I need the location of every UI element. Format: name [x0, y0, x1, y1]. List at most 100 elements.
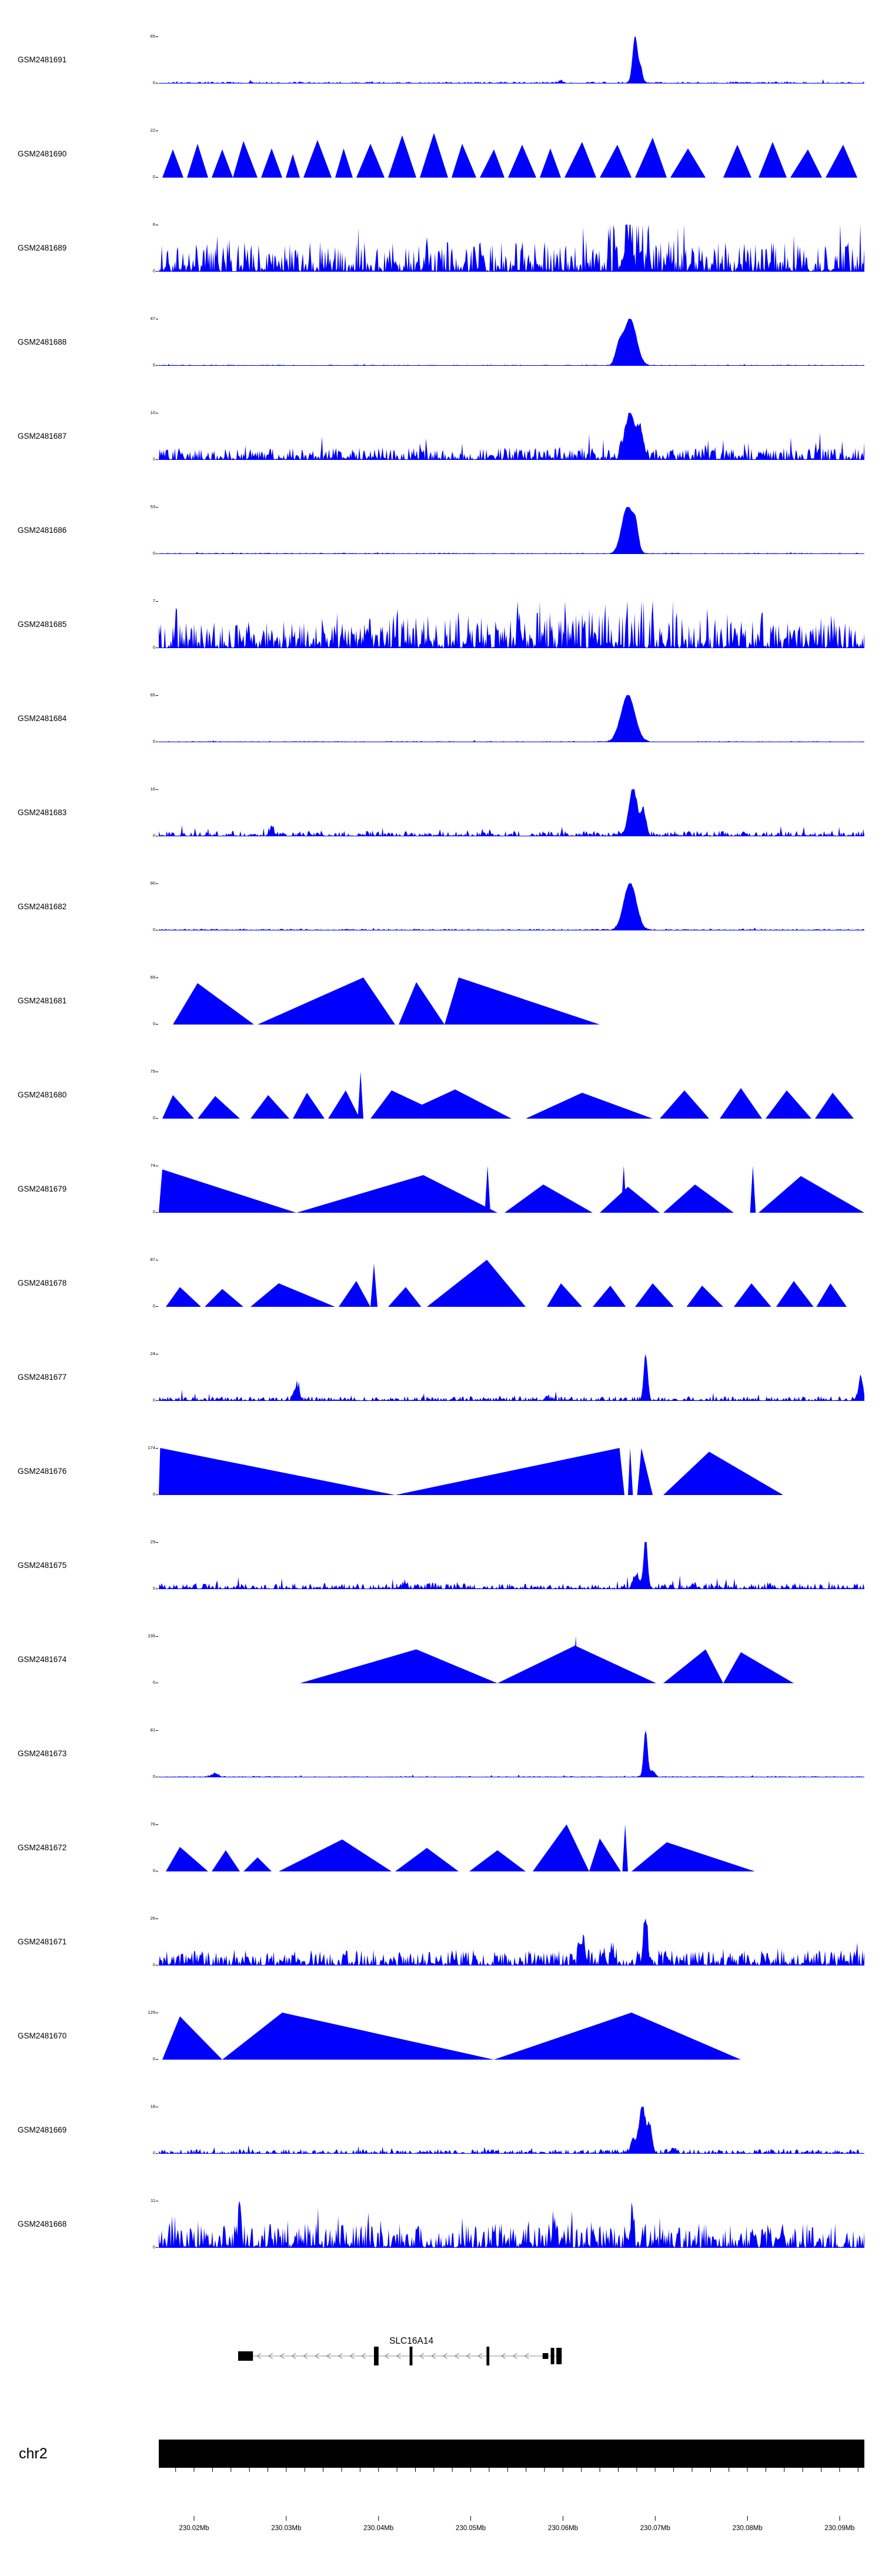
signal-path — [162, 133, 857, 178]
axis-tick-label: 230.06Mb — [548, 2525, 578, 2532]
track-ymax-value: 16 — [136, 787, 158, 792]
strand-arrow-left-icon — [442, 2353, 448, 2360]
gene-model — [238, 2347, 563, 2365]
signal-path — [159, 883, 864, 930]
track-label: GSM2481675 — [18, 1561, 67, 1570]
coordinate-axis: 230.02Mb 230.03Mb 230.04Mb 230.05Mb 230.06Mb… — [179, 2516, 855, 2532]
genome-axis-track: 230.02Mb 230.03Mb 230.04Mb 230.05Mb 230.06Mb… — [0, 2516, 882, 2552]
signal-plot — [159, 2201, 864, 2248]
track-label: GSM2481669 — [18, 2125, 67, 2134]
track-row: GSM2481685 7 0 — [0, 576, 882, 670]
signal-plot — [159, 2107, 864, 2154]
track-plot: 26 0 — [151, 1894, 864, 1988]
signal-path — [159, 225, 864, 272]
signal-plot — [162, 1072, 854, 1119]
track-label: GSM2481680 — [18, 1090, 67, 1099]
track-ymax-value: 6 — [136, 222, 158, 227]
signal-plot — [159, 36, 864, 84]
strand-arrow-left-icon — [454, 2353, 459, 2360]
signal-plot — [159, 1166, 864, 1213]
track-label: GSM2481681 — [18, 996, 67, 1005]
track-label: GSM2481673 — [18, 1749, 67, 1758]
signal-plot — [166, 1824, 755, 1871]
track-row: GSM2481686 53 0 — [0, 482, 882, 576]
track-label: GSM2481683 — [18, 808, 67, 817]
signal-plot — [162, 2013, 741, 2060]
track-ymin-value: 0 — [136, 1116, 158, 1120]
signal-path — [159, 1730, 864, 1777]
signal-plot — [159, 413, 864, 460]
signal-path — [159, 2107, 864, 2154]
track-ymax-value: 18 — [136, 2104, 158, 2109]
chromosome-body — [159, 2440, 864, 2468]
track-plot: 81 0 — [151, 1706, 864, 1800]
strand-arrow-left-icon — [360, 2353, 366, 2360]
track-row: GSM2481669 18 0 — [0, 2082, 882, 2176]
signal-path — [159, 413, 864, 460]
track-ymin-value: 0 — [136, 1210, 158, 1214]
signal-path — [159, 319, 864, 366]
track-ymax-value: 26 — [136, 1916, 158, 1921]
track-ymax-value: 79 — [136, 1069, 158, 1074]
track-label: GSM2481682 — [18, 902, 67, 911]
strand-arrow-left-icon — [349, 2353, 355, 2360]
track-label: GSM2481688 — [18, 338, 67, 346]
track-ymin-value: 0 — [136, 1868, 158, 1873]
track-row: GSM2481673 81 0 — [0, 1706, 882, 1800]
track-row: GSM2481691 65 0 — [0, 12, 882, 106]
track-ymin-value: 0 — [136, 175, 158, 179]
track-ymin-value: 0 — [136, 2151, 158, 2155]
track-ymax-value: 29 — [136, 1540, 158, 1544]
track-plot: 22 0 — [151, 106, 864, 200]
exon — [409, 2347, 413, 2365]
strand-arrow-left-icon — [466, 2353, 471, 2360]
gene-annotation-track: SLC16A14 — [0, 2294, 882, 2394]
track-plot: 18 0 — [151, 2082, 864, 2176]
exon — [238, 2351, 253, 2361]
coverage-tracks: GSM2481691 65 0 GSM2481690 22 0 GSM2481689 6 0 GS… — [0, 12, 882, 2270]
track-ymax-value: 22 — [136, 128, 158, 133]
signal-plot — [173, 977, 600, 1025]
signal-plot — [159, 1918, 864, 1966]
track-plot: 87 0 — [151, 1235, 864, 1329]
track-ymin-value: 0 — [136, 1398, 158, 1403]
strand-arrow-left-icon — [524, 2353, 529, 2360]
track-plot: 79 0 — [151, 1047, 864, 1141]
track-label: GSM2481686 — [18, 526, 67, 535]
signal-plot — [300, 1636, 794, 1683]
track-plot: 74 0 — [151, 1141, 864, 1235]
signal-plot — [159, 319, 864, 366]
signal-plot — [159, 883, 864, 930]
track-ymin-value: 0 — [136, 457, 158, 462]
exon — [374, 2347, 379, 2365]
track-row: GSM2481678 87 0 — [0, 1235, 882, 1329]
track-plot: 69 0 — [151, 953, 864, 1047]
track-ymax-value: 53 — [136, 505, 158, 509]
track-plot: 10 0 — [151, 388, 864, 482]
track-plot: 47 0 — [151, 294, 864, 388]
axis-plot: 230.02Mb 230.03Mb 230.04Mb 230.05Mb 230.06Mb… — [159, 2516, 864, 2552]
track-label: GSM2481671 — [18, 1937, 67, 1946]
track-ymax-value: 74 — [136, 1163, 158, 1168]
signal-plot — [159, 695, 864, 742]
track-ymax-value: 174 — [136, 1446, 158, 1450]
track-label: GSM2481685 — [18, 620, 67, 629]
track-ymin-value: 0 — [136, 2245, 158, 2250]
exon — [550, 2348, 554, 2364]
track-plot: 24 0 — [151, 1329, 864, 1423]
strand-arrow-left-icon — [430, 2353, 436, 2360]
track-label: GSM2481678 — [18, 1279, 67, 1287]
signal-plot — [166, 1260, 847, 1307]
track-row: GSM2481684 65 0 — [0, 670, 882, 765]
track-label: GSM2481672 — [18, 1843, 67, 1852]
track-row: GSM2481679 74 0 — [0, 1141, 882, 1235]
axis-tick-label: 230.02Mb — [179, 2525, 209, 2532]
track-plot: 29 0 — [151, 1517, 864, 1611]
track-ymin-value: 0 — [136, 81, 158, 85]
track-row: GSM2481683 16 0 — [0, 765, 882, 859]
signal-path — [173, 977, 600, 1025]
track-label: GSM2481668 — [18, 2220, 67, 2228]
track-ymin-value: 0 — [136, 2057, 158, 2061]
signal-plot — [159, 1448, 783, 1495]
